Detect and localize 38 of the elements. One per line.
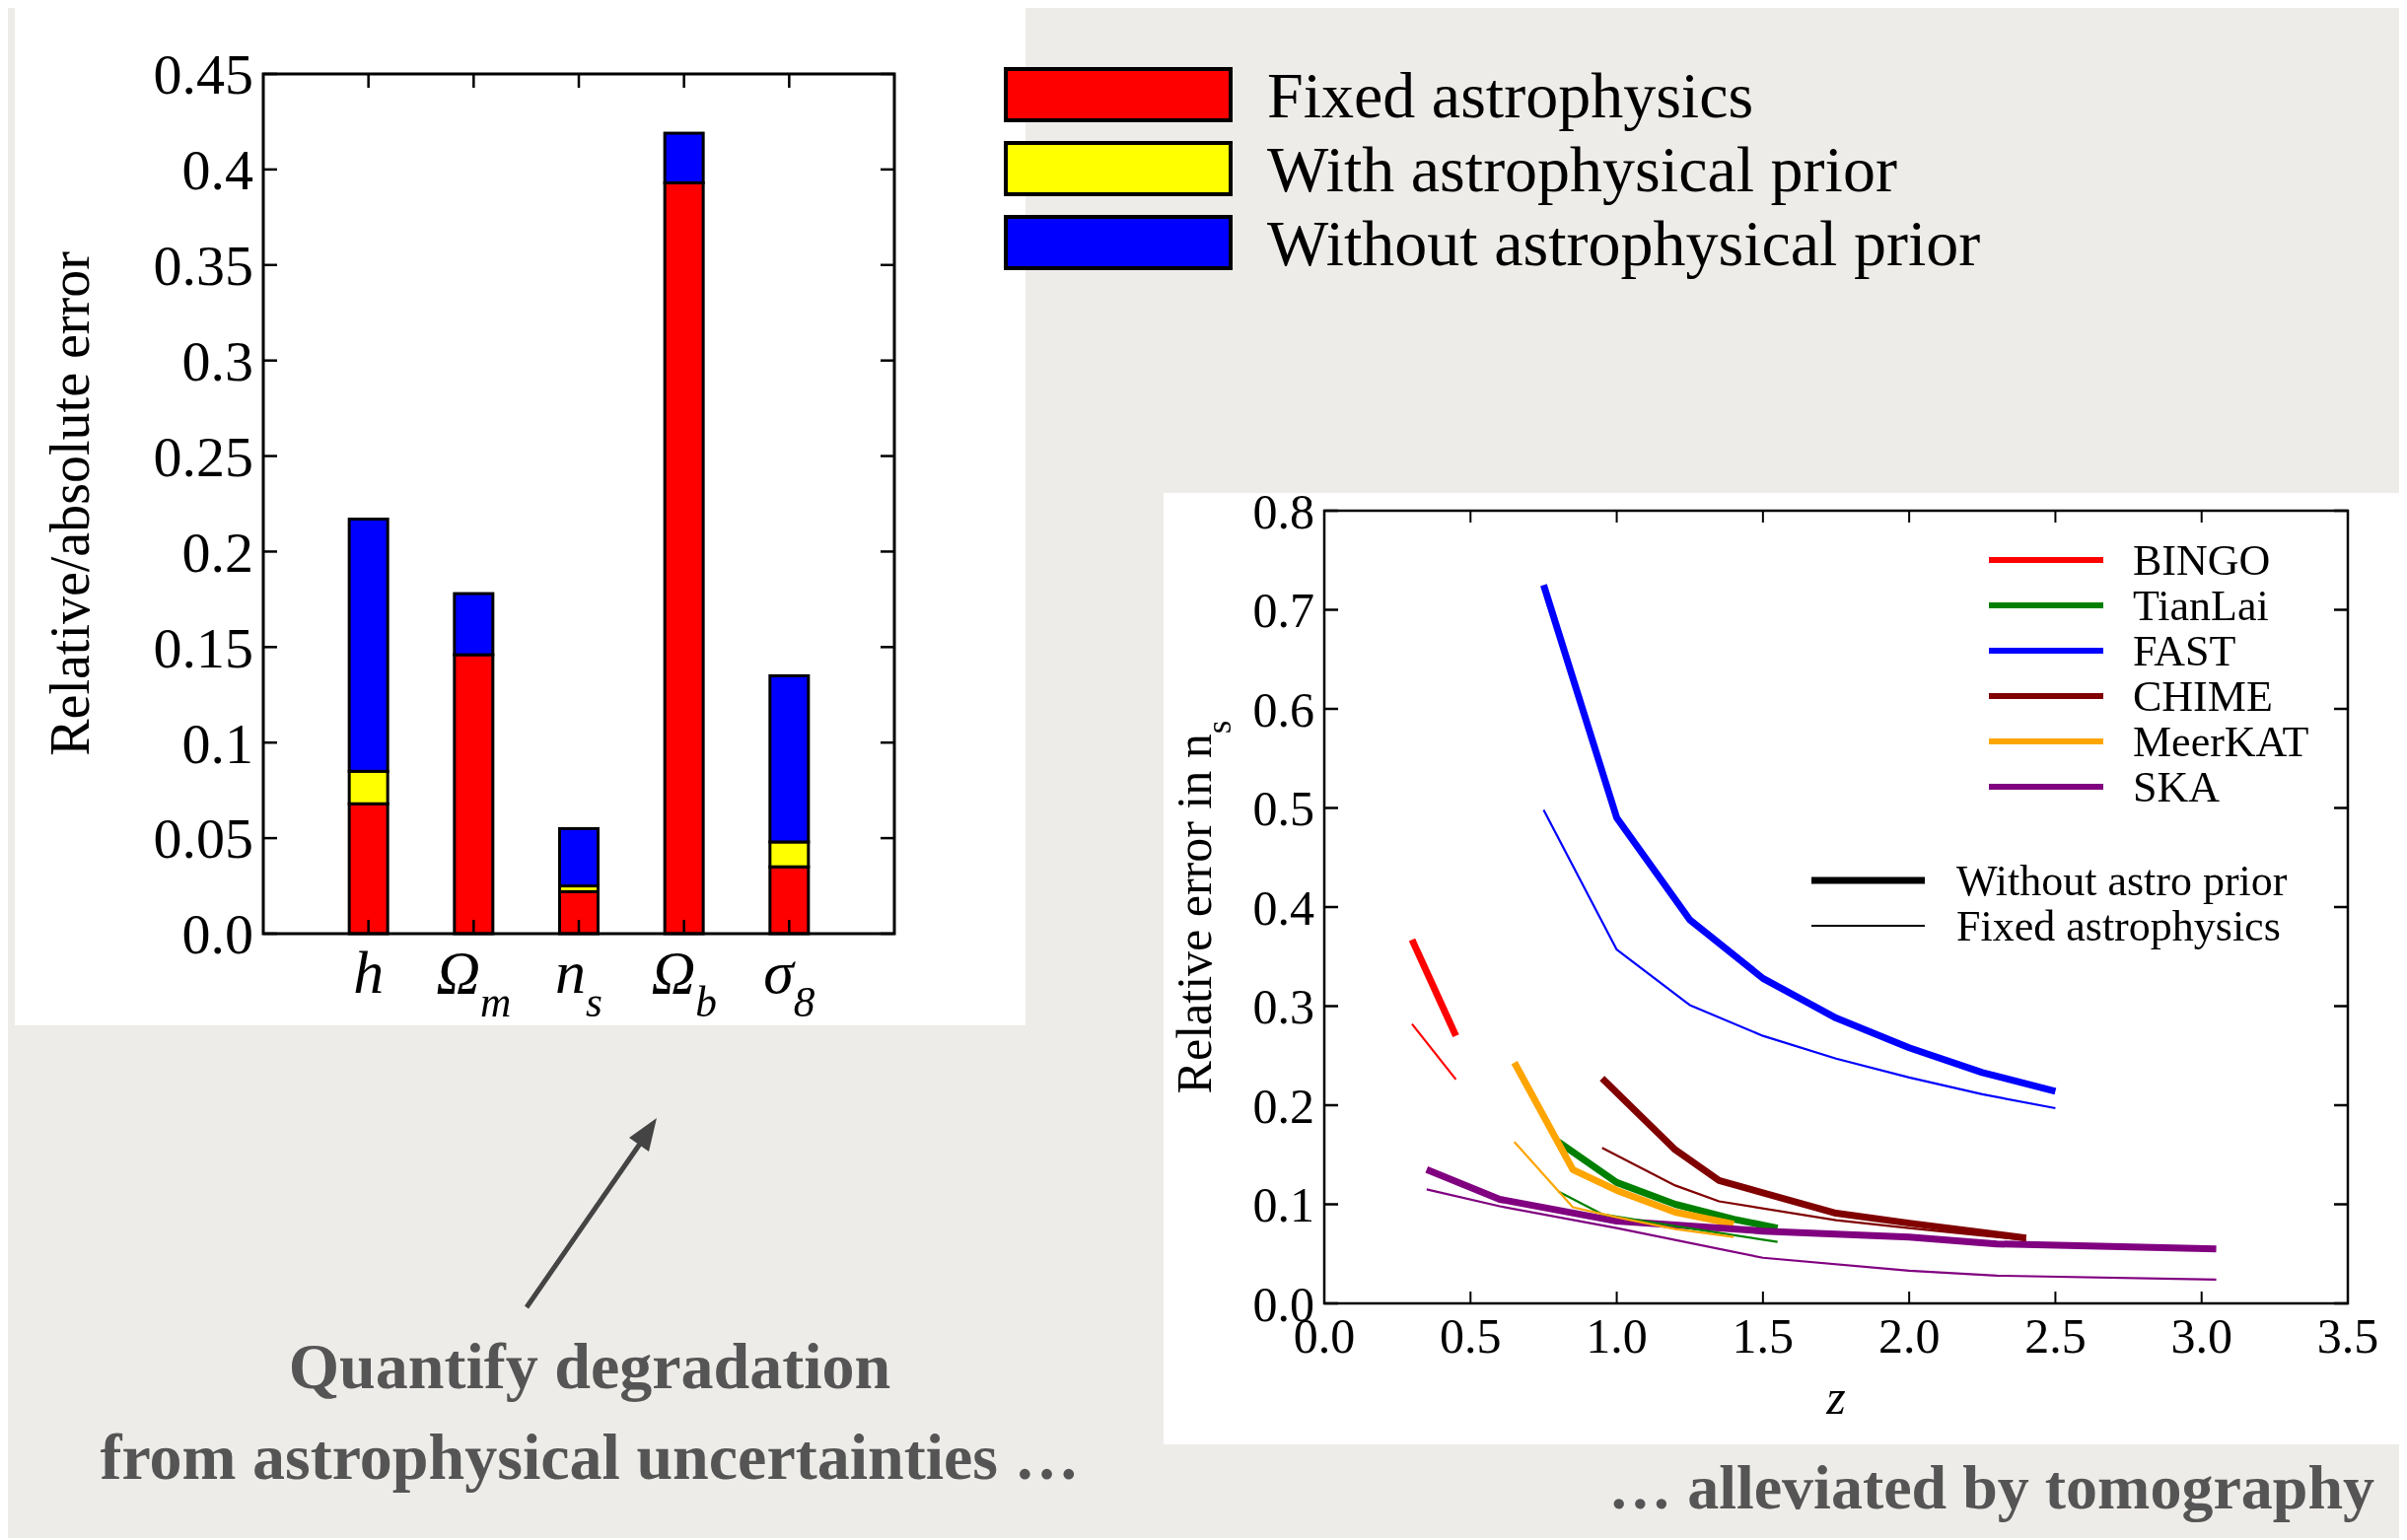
x-tick-label: 1.5 bbox=[1732, 1308, 1795, 1364]
y-axis-title: Relative/absolute error bbox=[39, 250, 101, 756]
text: Quantify degradation bbox=[288, 1330, 891, 1402]
y-tick-label: 0.05 bbox=[153, 806, 253, 872]
x-tick-label: Ω$_{b}$ bbox=[651, 939, 717, 1025]
y-tick-label: 0.1 bbox=[181, 711, 253, 776]
y-tick-label: 0.5 bbox=[1252, 781, 1314, 836]
x-tick-label: 3.0 bbox=[2170, 1308, 2232, 1364]
y-tick-label: 0.4 bbox=[181, 138, 253, 203]
y-tick-label: 0.2 bbox=[181, 520, 253, 585]
y-tick-label: 0.8 bbox=[1252, 483, 1314, 539]
x-tick-label: Ω$_{m}$ bbox=[436, 939, 512, 1025]
x-tick-label: 0.5 bbox=[1440, 1308, 1502, 1364]
y-tick-label: 0.7 bbox=[1252, 583, 1314, 638]
x-tick-label: 1.0 bbox=[1586, 1308, 1648, 1364]
y-tick-label: 0.1 bbox=[1252, 1177, 1314, 1232]
y-tick-label: 0.15 bbox=[153, 615, 253, 680]
x-axis-title: z bbox=[1825, 1369, 1846, 1425]
x-tick-label: 2.5 bbox=[2024, 1308, 2087, 1364]
legend-label: Fixed astrophysics bbox=[1267, 59, 1754, 132]
text: … alleviated by tomography bbox=[1608, 1452, 2374, 1522]
y-tick-label: 0.35 bbox=[153, 234, 253, 299]
y-tick-label: 0.3 bbox=[181, 328, 253, 393]
x-tick-label: n$_{s}$ bbox=[555, 939, 602, 1025]
x-tick-label: 2.0 bbox=[1877, 1308, 1941, 1364]
y-tick-label: 0.3 bbox=[1252, 979, 1314, 1034]
text: from astrophysical uncertainties … bbox=[100, 1421, 1080, 1493]
annotation: Without astro prior bbox=[1956, 857, 2288, 906]
y-tick-label: 0.6 bbox=[1252, 681, 1314, 737]
y-tick-label: 0.45 bbox=[153, 42, 253, 107]
legend-label: With astrophysical prior bbox=[1267, 133, 1897, 206]
x-tick-label: h bbox=[353, 939, 385, 1006]
y-tick-label: 0.2 bbox=[1252, 1078, 1314, 1134]
y-tick-label: 0.4 bbox=[1252, 879, 1314, 936]
y-tick-label: 0.25 bbox=[153, 424, 253, 489]
x-tick-label: σ$_{8}$ bbox=[763, 939, 815, 1025]
legend-label: Without astrophysical prior bbox=[1267, 207, 1981, 280]
x-tick-label: 3.5 bbox=[2316, 1308, 2379, 1364]
